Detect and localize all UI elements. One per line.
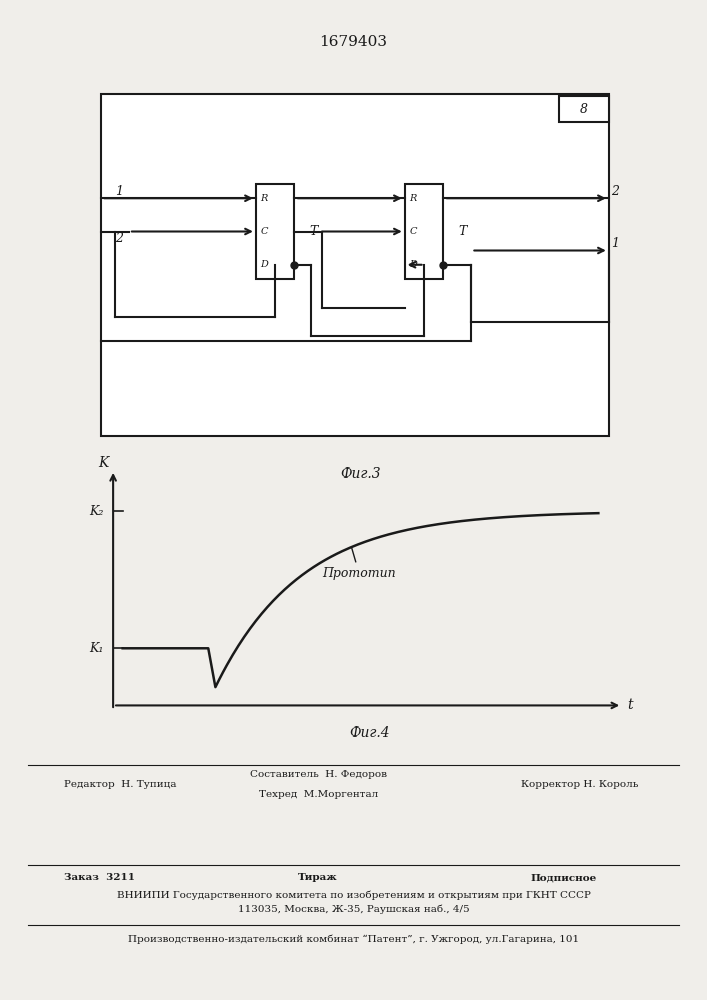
Text: T: T [458,225,467,238]
Text: 8: 8 [580,103,588,116]
Text: C: C [409,227,416,236]
Text: Техред  М.Моргентал: Техред М.Моргентал [259,790,378,799]
Text: Заказ  3211: Заказ 3211 [64,873,134,882]
Text: 2: 2 [115,232,123,245]
Text: 113035, Москва, Ж-35, Раушская наб., 4/5: 113035, Москва, Ж-35, Раушская наб., 4/5 [238,905,469,914]
Text: Фиг.3: Фиг.3 [340,467,381,481]
Text: Тираж: Тираж [298,873,338,882]
Text: Производственно-издательский комбинат “Патент”, г. Ужгород, ул.Гагарина, 101: Производственно-издательский комбинат “П… [128,935,579,944]
Text: Фиг.4: Фиг.4 [350,726,390,740]
Text: D: D [260,260,268,269]
FancyBboxPatch shape [559,96,609,122]
Text: C: C [260,227,268,236]
Text: K: K [98,456,109,470]
FancyBboxPatch shape [404,184,443,279]
Text: Прототип: Прототип [322,548,396,580]
Text: t: t [627,698,633,712]
Text: Составитель  Н. Федоров: Составитель Н. Федоров [250,770,387,779]
Text: Корректор Н. Король: Корректор Н. Король [521,780,638,789]
FancyBboxPatch shape [256,184,294,279]
Text: K₂: K₂ [89,505,104,518]
Text: R: R [260,194,268,203]
Text: K₁: K₁ [89,642,104,655]
Text: 1679403: 1679403 [320,35,387,49]
Text: 2: 2 [612,185,619,198]
Text: Подписное: Подписное [530,873,597,882]
FancyBboxPatch shape [101,94,609,436]
Text: R: R [409,194,416,203]
Text: D: D [409,260,417,269]
Text: ВНИИПИ Государственного комитета по изобретениям и открытиям при ГКНТ СССР: ВНИИПИ Государственного комитета по изоб… [117,890,590,900]
Text: 1: 1 [115,185,123,198]
Text: Редактор  Н. Тупица: Редактор Н. Тупица [64,780,176,789]
Text: 1: 1 [612,237,619,250]
Text: T: T [310,225,318,238]
